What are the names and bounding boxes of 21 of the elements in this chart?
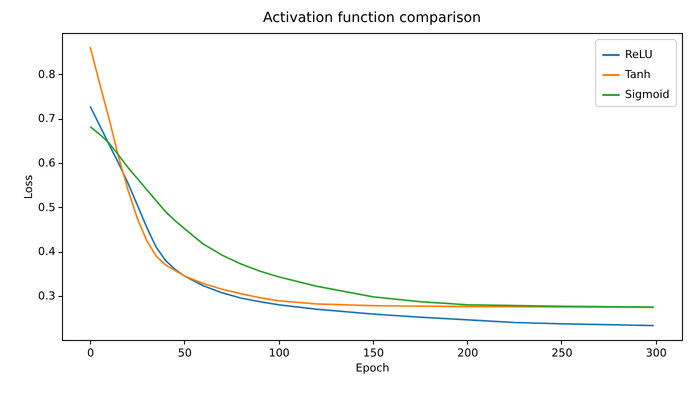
- x-tick-label: 0: [87, 346, 94, 360]
- line-series: [89, 126, 655, 308]
- legend-label: Tanh: [624, 68, 651, 81]
- y-tick-label: 0.6: [38, 156, 56, 170]
- chart-title: Activation function comparison: [263, 10, 481, 26]
- x-tick-label: 50: [178, 346, 192, 360]
- x-axis-title: Epoch: [356, 362, 390, 374]
- y-tick-label: 0.8: [38, 68, 56, 81]
- x-tick-label: 150: [362, 346, 384, 360]
- x-tick-label: 300: [646, 346, 667, 360]
- x-tick-label: 250: [551, 346, 572, 360]
- x-tick-label: 100: [268, 346, 290, 360]
- legend-label: Sigmoid: [625, 88, 670, 101]
- line-series: [89, 106, 655, 326]
- y-tick-label: 0.3: [38, 289, 56, 302]
- x-tick-label: 200: [457, 346, 478, 360]
- y-axis-title: Loss: [22, 174, 36, 200]
- y-tick-label: 0.5: [38, 200, 56, 214]
- y-tick-label: 0.4: [38, 245, 56, 258]
- legend-label: ReLU: [625, 48, 653, 61]
- y-tick-label: 0.7: [38, 112, 56, 126]
